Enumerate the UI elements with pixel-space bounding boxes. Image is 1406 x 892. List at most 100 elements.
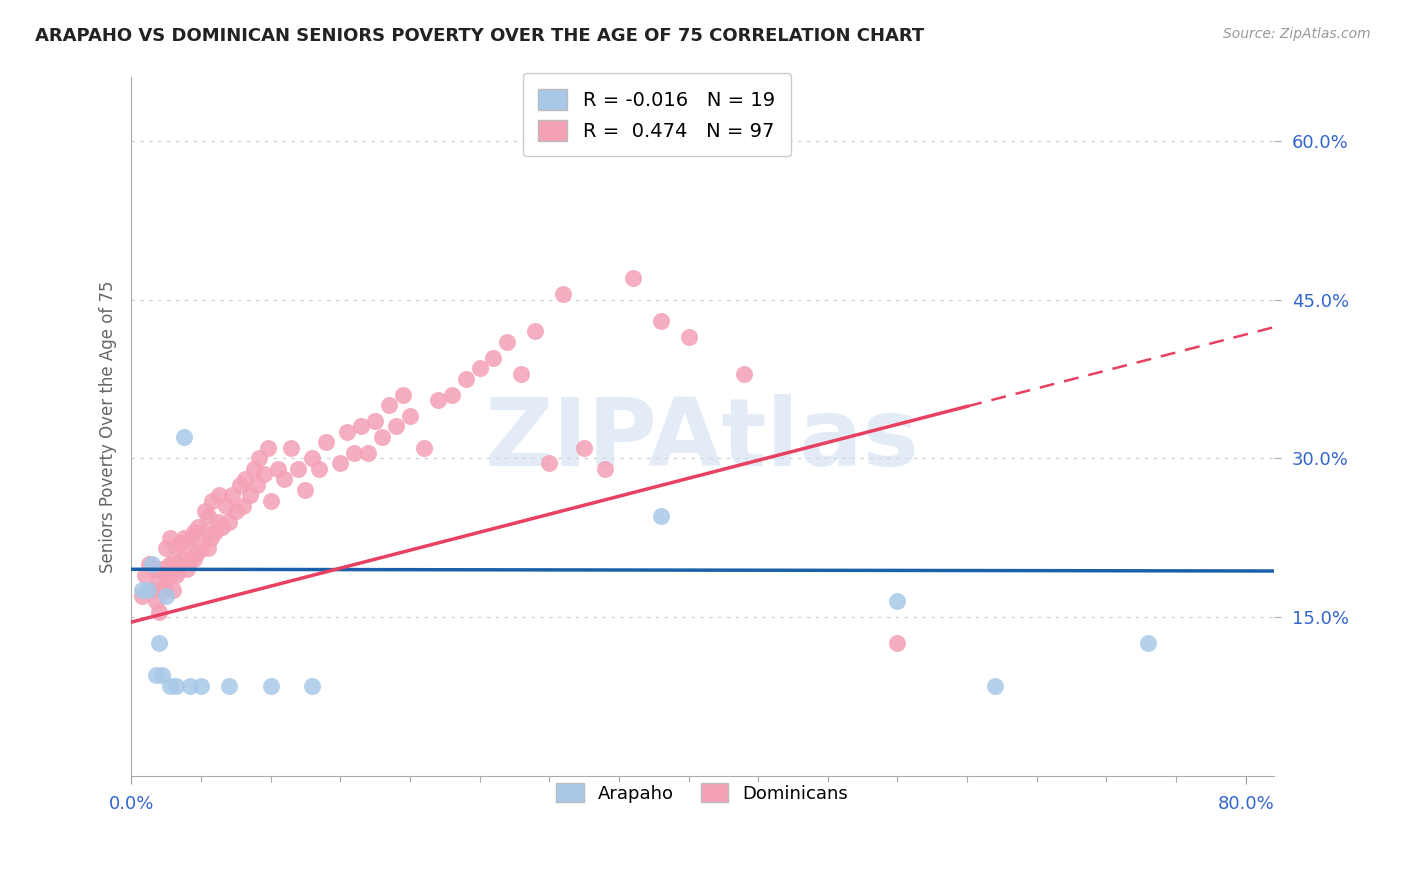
Point bbox=[496, 334, 519, 349]
Point bbox=[194, 504, 217, 518]
Point bbox=[211, 520, 233, 534]
Text: ZIPAtlas: ZIPAtlas bbox=[485, 394, 920, 486]
Point bbox=[186, 546, 208, 560]
Point bbox=[249, 451, 271, 466]
Point bbox=[193, 525, 215, 540]
Point bbox=[329, 457, 352, 471]
Point bbox=[150, 668, 173, 682]
Point bbox=[155, 541, 177, 555]
Point bbox=[412, 441, 434, 455]
Point bbox=[162, 583, 184, 598]
Point bbox=[207, 515, 229, 529]
Point bbox=[141, 583, 163, 598]
Point bbox=[155, 589, 177, 603]
Point bbox=[301, 679, 323, 693]
Point bbox=[371, 430, 394, 444]
Point bbox=[553, 287, 575, 301]
Point bbox=[225, 504, 247, 518]
Point bbox=[315, 435, 337, 450]
Point bbox=[385, 419, 408, 434]
Point bbox=[259, 493, 281, 508]
Point bbox=[142, 562, 165, 576]
Point bbox=[150, 583, 173, 598]
Point bbox=[173, 430, 195, 444]
Point bbox=[593, 462, 616, 476]
Point bbox=[190, 541, 212, 555]
Point bbox=[155, 567, 177, 582]
Point bbox=[280, 441, 302, 455]
Point bbox=[350, 419, 373, 434]
Point bbox=[141, 557, 163, 571]
Point bbox=[165, 567, 187, 582]
Point bbox=[678, 329, 700, 343]
Point bbox=[159, 531, 181, 545]
Point bbox=[148, 636, 170, 650]
Point bbox=[136, 583, 159, 598]
Legend: Arapaho, Dominicans: Arapaho, Dominicans bbox=[544, 770, 860, 815]
Point bbox=[229, 477, 252, 491]
Point bbox=[148, 573, 170, 587]
Point bbox=[378, 398, 401, 412]
Point bbox=[266, 462, 288, 476]
Point bbox=[134, 567, 156, 582]
Point bbox=[259, 679, 281, 693]
Point bbox=[201, 493, 224, 508]
Point bbox=[218, 679, 240, 693]
Y-axis label: Seniors Poverty Over the Age of 75: Seniors Poverty Over the Age of 75 bbox=[100, 280, 117, 573]
Point bbox=[650, 314, 672, 328]
Point bbox=[148, 605, 170, 619]
Point bbox=[984, 679, 1007, 693]
Point bbox=[173, 531, 195, 545]
Point bbox=[273, 472, 295, 486]
Point bbox=[221, 488, 243, 502]
Point bbox=[183, 525, 205, 540]
Point bbox=[179, 679, 201, 693]
Point bbox=[294, 483, 316, 497]
Point bbox=[218, 515, 240, 529]
Point bbox=[252, 467, 274, 481]
Point bbox=[179, 551, 201, 566]
Point bbox=[153, 583, 176, 598]
Point bbox=[200, 531, 222, 545]
Point bbox=[239, 488, 262, 502]
Point bbox=[287, 462, 309, 476]
Point bbox=[482, 351, 505, 365]
Point bbox=[733, 367, 755, 381]
Point bbox=[131, 589, 153, 603]
Point bbox=[886, 594, 908, 608]
Point bbox=[440, 388, 463, 402]
Point bbox=[621, 271, 644, 285]
Text: Source: ZipAtlas.com: Source: ZipAtlas.com bbox=[1223, 27, 1371, 41]
Point bbox=[426, 392, 449, 407]
Point bbox=[145, 562, 167, 576]
Point bbox=[172, 551, 194, 566]
Point bbox=[187, 520, 209, 534]
Point bbox=[145, 594, 167, 608]
Point bbox=[131, 583, 153, 598]
Point bbox=[197, 541, 219, 555]
Point bbox=[246, 477, 269, 491]
Point bbox=[169, 536, 191, 550]
Point bbox=[159, 679, 181, 693]
Point bbox=[524, 324, 547, 338]
Point bbox=[176, 536, 198, 550]
Point bbox=[197, 509, 219, 524]
Point bbox=[343, 446, 366, 460]
Point bbox=[308, 462, 330, 476]
Point bbox=[180, 531, 202, 545]
Point bbox=[190, 679, 212, 693]
Point bbox=[136, 583, 159, 598]
Point bbox=[165, 679, 187, 693]
Point bbox=[650, 509, 672, 524]
Point bbox=[357, 446, 380, 460]
Point bbox=[183, 551, 205, 566]
Point bbox=[886, 636, 908, 650]
Point bbox=[301, 451, 323, 466]
Point bbox=[256, 441, 278, 455]
Point bbox=[235, 472, 257, 486]
Point bbox=[157, 567, 180, 582]
Point bbox=[510, 367, 533, 381]
Point bbox=[232, 499, 254, 513]
Point bbox=[204, 525, 226, 540]
Point bbox=[145, 668, 167, 682]
